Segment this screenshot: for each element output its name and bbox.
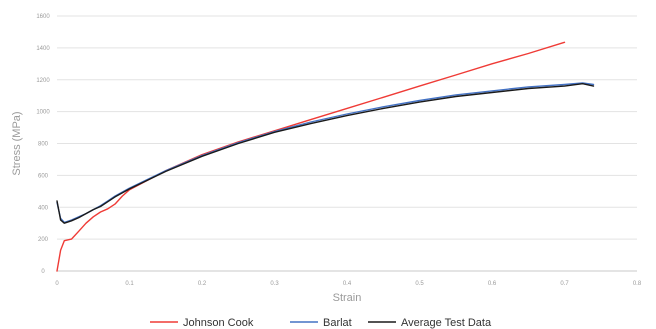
x-tick-label: 0.8 — [633, 281, 642, 287]
x-tick-label: 0.1 — [125, 281, 134, 287]
legend-label: Johnson Cook — [183, 317, 254, 329]
series-line-average-test-data — [56, 83, 595, 224]
x-tick-label: 0.3 — [270, 281, 279, 287]
y-tick-label: 1600 — [36, 14, 50, 20]
series-line-barlat — [56, 82, 595, 224]
x-tick-label: 0.5 — [415, 281, 424, 287]
y-tick-label: 1400 — [36, 46, 50, 52]
x-tick-label: 0.7 — [560, 281, 569, 287]
y-tick-label: 200 — [38, 237, 49, 243]
x-tick-label: 0.2 — [198, 281, 207, 287]
x-tick-label: 0.6 — [488, 281, 497, 287]
legend-label: Barlat — [323, 317, 352, 329]
y-tick-label: 0 — [41, 269, 45, 275]
y-tick-label: 1200 — [36, 78, 50, 84]
y-tick-label: 1000 — [36, 110, 50, 116]
tick-labels: 0 200 400 600 800 1000 1200 1400 1600 0 0.1 0.2 0.3 0… — [36, 14, 642, 287]
legend-label: Average Test Data — [401, 317, 492, 329]
y-tick-label: 600 — [38, 173, 49, 179]
series-line-johnson-cook — [56, 41, 566, 272]
y-tick-label: 400 — [38, 205, 49, 211]
series-lines — [56, 41, 595, 272]
y-tick-label: 800 — [38, 142, 49, 148]
gridlines — [57, 15, 637, 240]
x-tick-label: 0 — [55, 281, 59, 287]
legend: Johnson Cook Barlat Average Test Data — [150, 317, 492, 329]
y-axis-title: Stress (MPa) — [11, 111, 23, 175]
x-tick-label: 0.4 — [343, 281, 352, 287]
x-axis-title: Strain — [333, 292, 362, 304]
